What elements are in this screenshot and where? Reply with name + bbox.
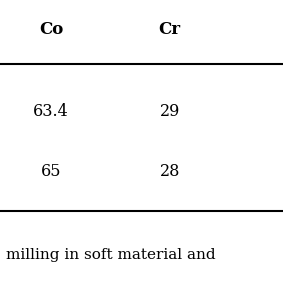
Text: 63.4: 63.4 xyxy=(33,103,69,120)
Text: Co: Co xyxy=(39,21,63,38)
Text: 65: 65 xyxy=(41,163,61,180)
Text: 28: 28 xyxy=(160,163,180,180)
Text: milling in soft material and: milling in soft material and xyxy=(6,248,215,262)
Text: 29: 29 xyxy=(160,103,180,120)
Text: Cr: Cr xyxy=(159,21,181,38)
